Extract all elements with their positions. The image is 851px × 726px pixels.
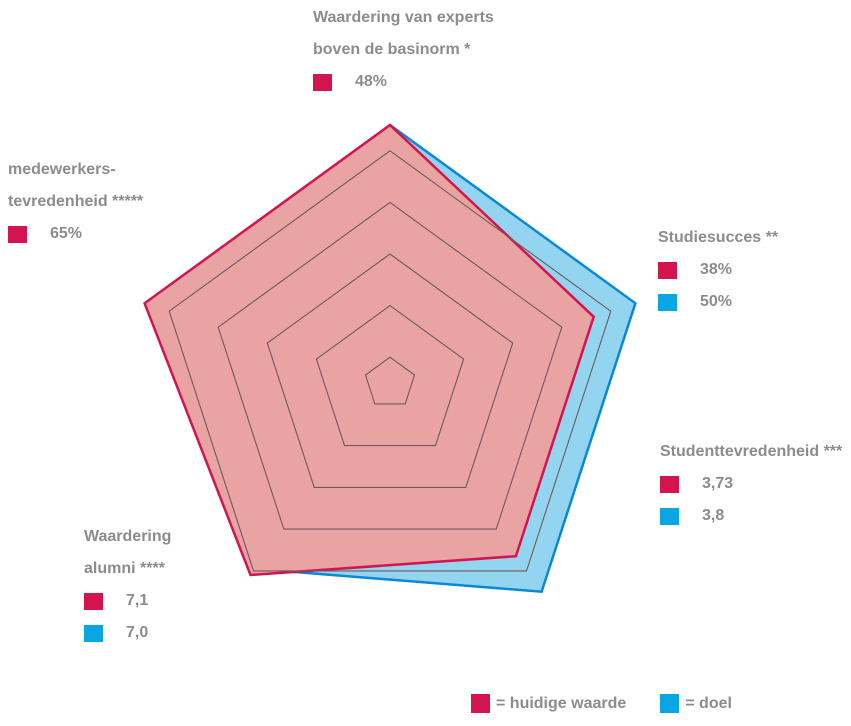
grid-ring [266, 253, 514, 488]
goal-value: 7,0 [126, 624, 149, 641]
grid-ring [364, 356, 416, 405]
legend-swatch-current [471, 694, 490, 713]
current-swatch [84, 592, 103, 610]
grid-ring [315, 304, 465, 447]
current-value: 7,1 [126, 592, 149, 609]
axis-title-line: boven de basinorm * [313, 41, 471, 58]
current-value: 48% [355, 73, 388, 90]
goal-swatch [660, 507, 679, 525]
axis-title-line: alumni **** [84, 560, 165, 577]
current-value: 3,73 [702, 475, 734, 492]
axis-label-medewerkers: medewerkers- tevredenheid ***** 65% [8, 154, 143, 250]
current-value: 38% [700, 261, 733, 278]
goal-swatch [84, 624, 103, 642]
current-swatch [8, 225, 27, 243]
legend-label-goal: = doel [685, 694, 732, 712]
current-swatch [313, 73, 332, 91]
grid-ring [217, 201, 563, 530]
axis-label-studenttevredenheid: Studenttevredenheid *** 3,73 3,8 [660, 436, 842, 532]
series-current-polygon [143, 123, 596, 577]
legend-item-current: = huidige waarde [471, 694, 626, 713]
axis-title-line: Studenttevredenheid *** [660, 443, 843, 460]
legend-item-goal: = doel [660, 694, 732, 713]
current-swatch [658, 261, 677, 279]
axis-title-line: medewerkers- [8, 161, 116, 178]
axis-title-line: tevredenheid ***** [8, 193, 144, 210]
current-swatch [660, 475, 679, 493]
goal-swatch [658, 293, 677, 311]
goal-value: 3,8 [702, 507, 725, 524]
current-value: 65% [50, 225, 83, 242]
axis-label-alumni: Waardering alumni **** 7,1 7,0 [84, 521, 171, 649]
axis-label-studiesucces: Studiesucces ** 38% 50% [658, 222, 778, 318]
axis-title-line: Studiesucces ** [658, 229, 779, 246]
axis-label-experts: Waardering van experts boven de basinorm… [313, 2, 494, 98]
legend-swatch-goal [660, 694, 680, 713]
chart-legend: = huidige waarde = doel [471, 694, 732, 713]
grid-ring [168, 150, 612, 572]
axis-title-line: Waardering [84, 528, 172, 545]
legend-label-current: = huidige waarde [496, 694, 627, 712]
axis-title-line: Waardering van experts [313, 9, 494, 26]
goal-value: 50% [700, 293, 733, 310]
